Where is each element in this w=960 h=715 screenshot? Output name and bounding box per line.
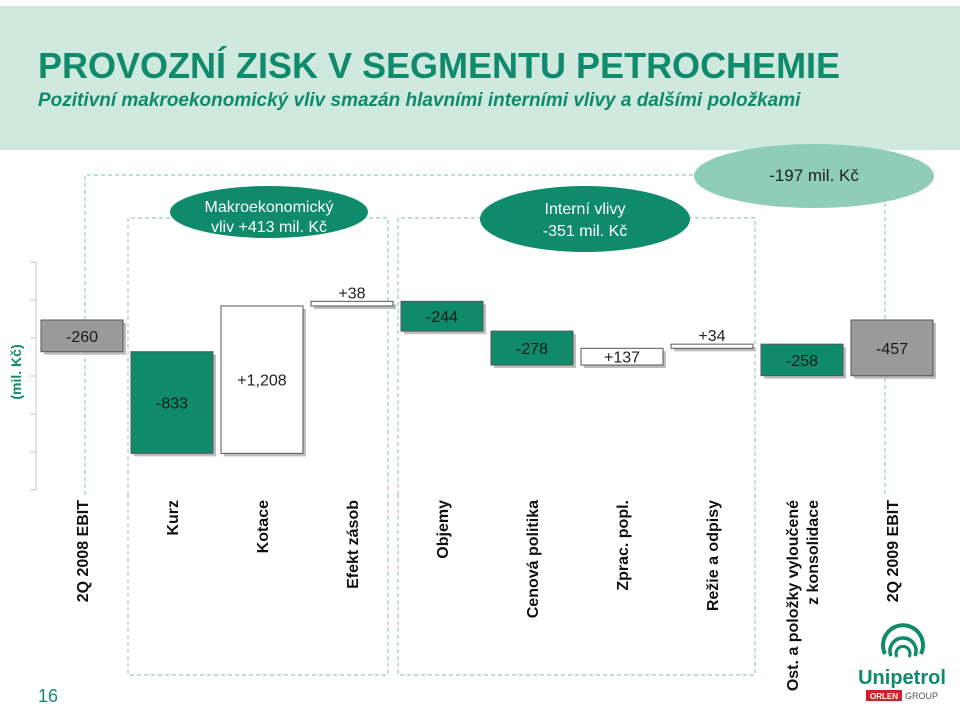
bar-value-label: -260 — [66, 329, 98, 346]
bar-0: -260 — [40, 319, 126, 355]
bar-value-label: -833 — [156, 396, 188, 413]
bar-rect — [850, 319, 934, 377]
internal-callout-ellipse — [480, 186, 690, 252]
category-label: Objemy — [435, 500, 452, 559]
macro-callout-line2: vliv +413 mil. Kč — [211, 219, 327, 236]
bar-9: -457 — [850, 319, 936, 379]
category-label: 2Q 2009 EBIT — [885, 500, 902, 603]
bar-value-label: -258 — [786, 353, 818, 370]
total-callout-ellipse — [694, 144, 934, 208]
category-label: Efekt zásob — [345, 500, 362, 589]
bar-value-label: -457 — [876, 341, 908, 358]
category-label: 2Q 2008 EBIT — [75, 500, 92, 603]
group-text: GROUP — [905, 691, 938, 701]
category-labels: 2Q 2008 EBIT Kurz Kotace Efekt zásob Objemy C… — [75, 500, 902, 691]
bar-6: +137 — [580, 347, 666, 369]
bar-4: -244 — [400, 300, 486, 335]
bar-7: +34 — [670, 328, 756, 352]
bar-rect — [310, 300, 394, 307]
page-number: 16 — [38, 686, 59, 706]
bar-shadow — [314, 304, 396, 309]
internal-callout-line1: Interní vlivy — [545, 201, 626, 218]
macro-group-outline-bottom — [127, 495, 389, 676]
bar-rect — [40, 319, 124, 353]
orlen-badge-text: ORLEN — [870, 692, 898, 701]
macro-callout-ellipse — [170, 186, 368, 238]
bar-2: +1,208 — [220, 305, 306, 457]
bar-rect — [130, 351, 214, 454]
bar-value-label: -244 — [426, 309, 458, 326]
y-axis-label: (mil. Kč) — [8, 344, 24, 399]
logo-swirl-icon — [881, 623, 925, 658]
bar-value-label: +137 — [604, 350, 640, 367]
category-label: Ost. a položky vyloučené — [785, 500, 802, 691]
header-band — [0, 0, 960, 150]
bar-3: +38 — [310, 285, 396, 309]
category-label: Kurz — [165, 500, 182, 536]
bar-rect — [670, 343, 754, 349]
category-label: Zprac. popl. — [615, 500, 632, 591]
bars-layer: -260 -833 +1,208 +38 -244 -278 +137 +34 -258 -457 — [40, 285, 936, 457]
bar-1: -833 — [130, 351, 216, 457]
total-callout-text: -197 mil. Kč — [769, 166, 859, 185]
bar-value-label: +34 — [698, 328, 725, 345]
page-title: PROVOZNÍ ZISK V SEGMENTU PETROCHEMIE — [38, 45, 841, 86]
unipetrol-logo: Unipetrol ORLEN GROUP — [858, 623, 946, 701]
internal-group-outline-bottom — [397, 495, 756, 676]
bar-rect — [580, 347, 664, 366]
category-label: Cenová politika — [525, 500, 542, 618]
logo-brand-text: Unipetrol — [858, 667, 946, 689]
bar-5: -278 — [490, 330, 576, 369]
bar-value-label: +38 — [338, 285, 365, 302]
bar-rect — [760, 343, 844, 377]
bar-value-label: -278 — [516, 341, 548, 358]
macro-callout-line1: Makroekonomický — [205, 199, 334, 216]
category-label: Režie a odpisy — [705, 500, 722, 611]
bar-shadow — [674, 347, 756, 352]
internal-group-outline — [397, 217, 756, 495]
bar-rect — [400, 300, 484, 332]
category-label: z konsolidace — [805, 500, 822, 605]
bar-8: -258 — [760, 343, 846, 379]
internal-callout-line2: -351 mil. Kč — [543, 223, 627, 240]
category-label: Kotace — [255, 500, 272, 553]
header-top-strip — [0, 0, 960, 6]
page-subtitle: Pozitivní makroekonomický vliv smazán hl… — [38, 90, 801, 111]
bar-rect — [490, 330, 574, 366]
bar-rect — [220, 305, 304, 454]
bar-value-label: +1,208 — [237, 373, 286, 390]
y-axis-ticks — [30, 261, 36, 491]
orlen-badge — [866, 690, 902, 701]
